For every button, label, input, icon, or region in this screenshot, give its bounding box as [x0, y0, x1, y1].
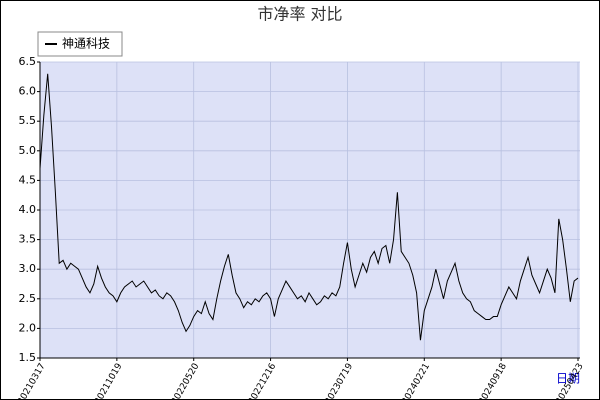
y-tick-label: 2.5 [19, 292, 37, 305]
y-tick-label: 3.0 [19, 262, 37, 275]
y-tick-label: 1.5 [19, 351, 37, 364]
y-tick-label: 6.5 [19, 55, 37, 68]
y-tick-label: 5.0 [19, 144, 37, 157]
x-axis-label: 日期 [556, 372, 580, 386]
y-tick-label: 3.5 [19, 233, 37, 246]
y-tick-label: 4.5 [19, 173, 37, 186]
y-tick-label: 4.0 [19, 203, 37, 216]
series-line [39, 73, 579, 341]
y-tick-label: 6.0 [19, 85, 37, 98]
legend-label: 神通科技 [62, 37, 110, 51]
chart-title: 市净率 对比 [257, 5, 342, 24]
y-tick-label: 5.5 [19, 114, 37, 127]
y-tick-label: 2.0 [19, 321, 37, 334]
